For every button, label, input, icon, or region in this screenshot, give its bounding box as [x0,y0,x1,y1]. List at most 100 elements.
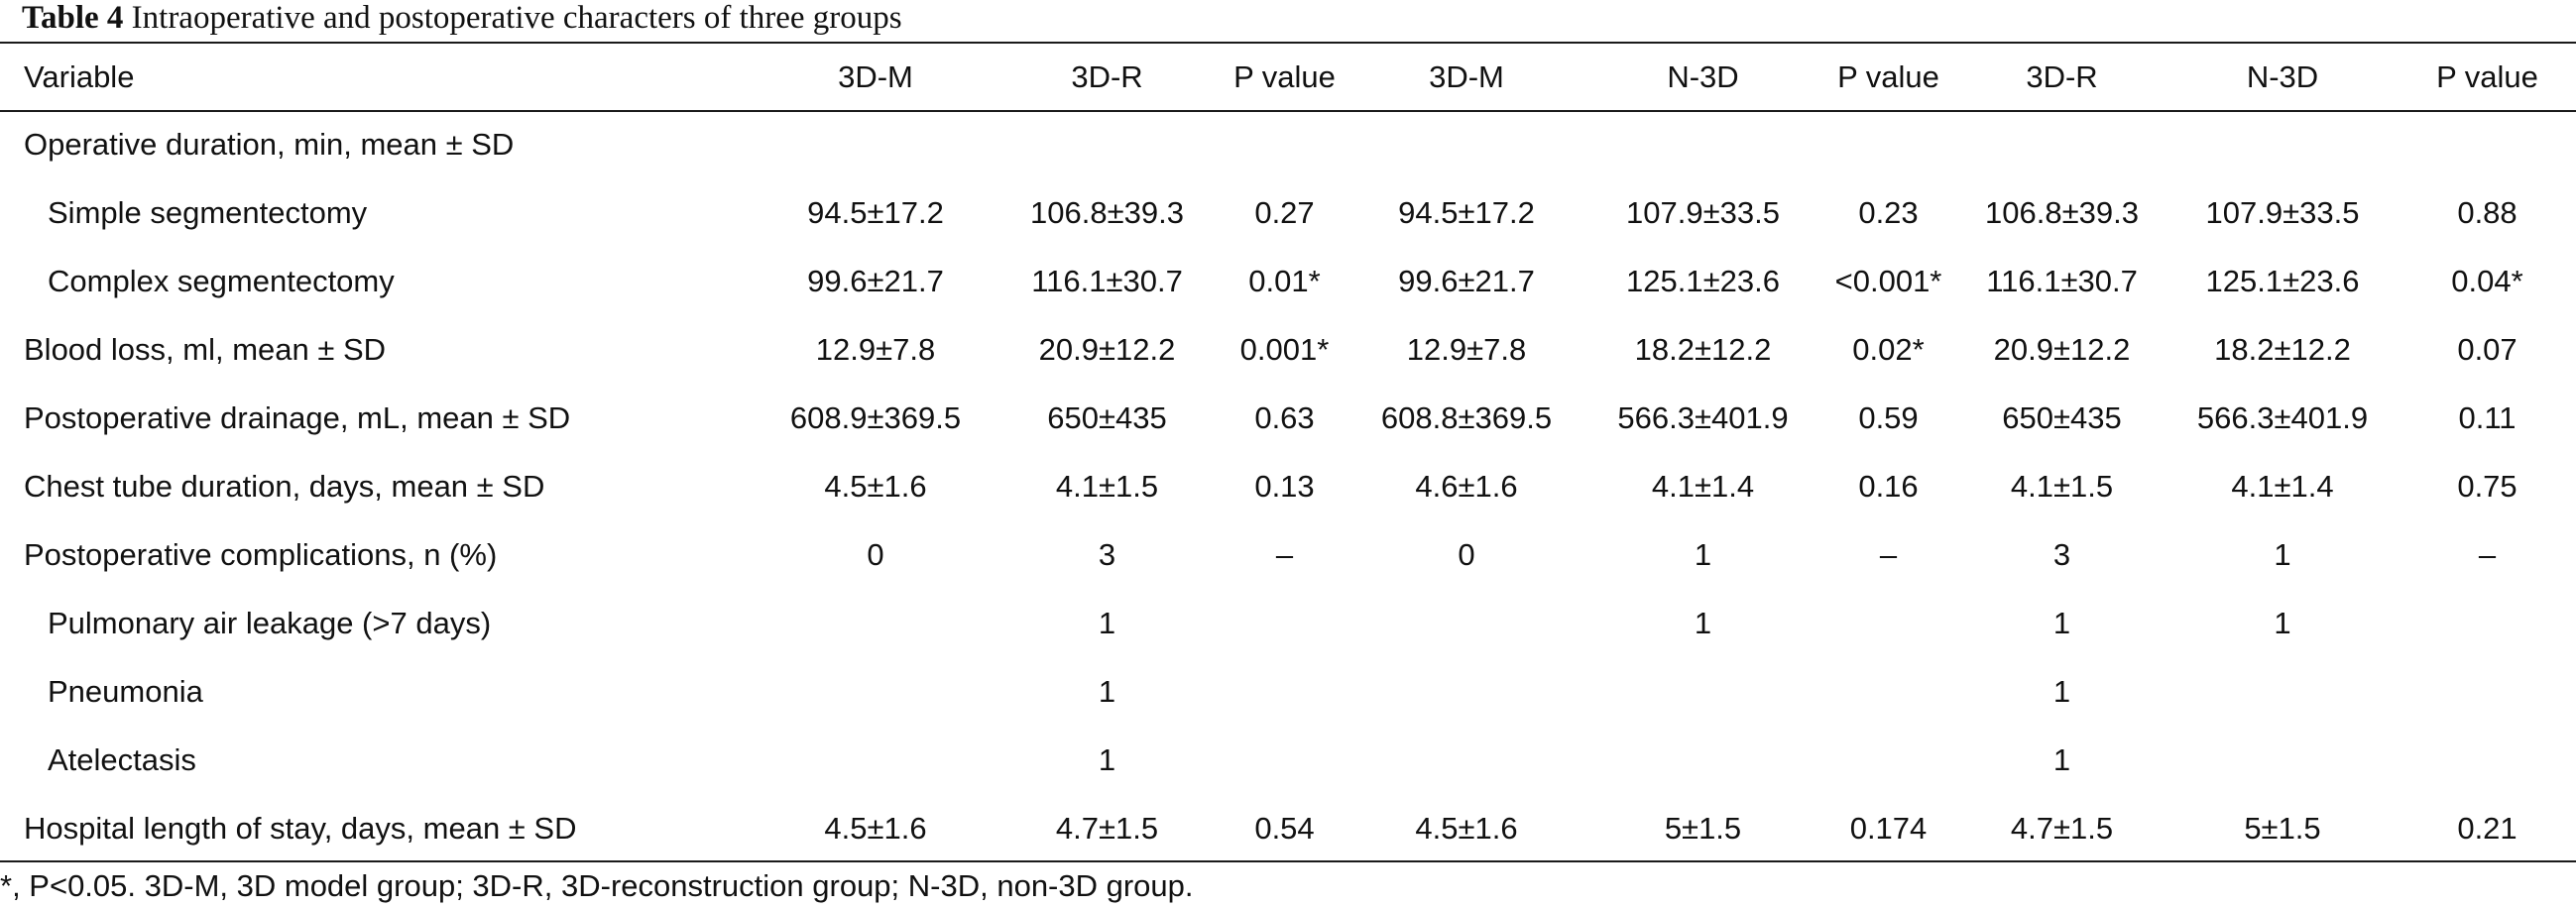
table-cell: 116.1±30.7 [1986,263,2138,298]
row-label: Pneumonia [48,673,203,709]
table-cell: 125.1±23.6 [1626,263,1780,298]
table-cell: 99.6±21.7 [1398,263,1535,298]
table-cell: 107.9±33.5 [2205,194,2360,230]
table-cell: 1 [1098,673,1116,709]
table-row: Atelectasis 1 1 [0,726,2576,794]
table-cell: 4.7±1.5 [2010,810,2114,846]
table-cell: 4.5±1.6 [1415,810,1518,846]
table-cell: 4.1±1.4 [1651,468,1755,504]
table-body: Operative duration, min, mean ± SD Simple… [0,110,2576,862]
column-header: P value [1233,58,1336,94]
table-cell: 0.07 [2457,331,2517,367]
row-label: Pulmonary air leakage (>7 days) [48,605,492,640]
table-top-rule [0,42,2576,44]
table-cell: 4.5±1.6 [824,468,927,504]
table-row: Postoperative complications, n (%) 0 3 – 0 1 –… [0,520,2576,589]
column-header: P value [1837,58,1939,94]
table-cell [1223,726,1347,794]
table-cell: 4.1±1.5 [1055,468,1159,504]
table-cell: 1 [1098,741,1116,777]
table-cell [2399,110,2576,178]
table-cell: 650±435 [1047,399,1167,435]
table-cell [1586,657,1819,726]
table-cell: 566.3±401.9 [2196,399,2369,435]
table-cell: 12.9±7.8 [815,331,936,367]
table-cell: 566.3±401.9 [1617,399,1789,435]
header-row: Variable 3D-M 3D-R P value 3D-M N-3D P v… [0,44,2576,110]
table-cell: 0.23 [1858,194,1919,230]
row-label: Postoperative drainage, mL, mean ± SD [24,399,571,435]
table-cell: 1 [2052,673,2071,709]
column-header: P value [2436,58,2538,94]
table-cell: 608.8±369.5 [1380,399,1553,435]
table-caption-text: Intraoperative and postoperative charact… [123,0,902,36]
table-cell: 4.1±1.4 [2231,468,2334,504]
row-label: Blood loss, ml, mean ± SD [24,331,387,367]
row-label: Operative duration, min, mean ± SD [24,126,515,162]
table-cell [1819,110,1957,178]
row-label: Postoperative complications, n (%) [24,536,498,572]
table-cell [1347,589,1586,657]
table-cell: 0.11 [2458,399,2517,435]
table-cell: 4.1±1.5 [2010,468,2114,504]
table-row: Postoperative drainage, mL, mean ± SD 608… [0,384,2576,452]
table-cell: 94.5±17.2 [807,194,944,230]
table-cell [1586,110,1819,178]
column-header: N-3D [2246,58,2319,94]
table-cell: 0.75 [2457,468,2517,504]
table-row: Pulmonary air leakage (>7 days) 1 1 1 1 [0,589,2576,657]
table-cell: 5±1.5 [2244,810,2321,846]
table-header-rule [0,110,2576,112]
row-label: Hospital length of stay, days, mean ± SD [24,810,577,846]
table-cell: 0.01* [1248,263,1321,298]
table-cell [2399,726,2576,794]
table-cell: 0.88 [2457,194,2517,230]
table-cell [1586,726,1819,794]
table-cell: 20.9±12.2 [1993,331,2131,367]
table-cell: 0.16 [1858,468,1919,504]
table-cell: 5±1.5 [1664,810,1742,846]
table-cell: 608.9±369.5 [789,399,962,435]
table-cell: 0.174 [1849,810,1928,846]
table-cell [1223,657,1347,726]
table-cell [760,657,992,726]
table-cell [2166,657,2399,726]
table-cell [2166,110,2399,178]
table-row: Blood loss, ml, mean ± SD 12.9±7.8 20.9±12… [0,315,2576,384]
table-cell: 0.04* [2451,263,2523,298]
table-cell: – [1879,536,1898,572]
table-caption-label: Table 4 [22,0,124,36]
table-cell: 0.001* [1239,331,1330,367]
table-cell [1223,589,1347,657]
table-cell: 3 [2052,536,2071,572]
table-cell [992,110,1223,178]
table-cell: 106.8±39.3 [1985,194,2139,230]
table-cell [760,110,992,178]
table-cell: 3 [1098,536,1116,572]
column-header: 3D-M [838,58,913,94]
table-cell: 4.6±1.6 [1415,468,1518,504]
table-caption: Table 4 Intraoperative and postoperative… [22,0,902,42]
column-header: N-3D [1667,58,1739,94]
table-cell [1819,657,1957,726]
table-cell: 20.9±12.2 [1038,331,1176,367]
table-cell [1819,726,1957,794]
table-cell: 18.2±12.2 [2214,331,2351,367]
table-bottom-rule [0,860,2576,862]
table-cell: 1 [2274,536,2291,572]
table-cell: 94.5±17.2 [1398,194,1535,230]
table-cell [1347,657,1586,726]
table-footnote: *, P<0.05. 3D-M, 3D model group; 3D-R, 3… [0,868,1194,903]
table-cell: 0.63 [1254,399,1315,435]
table-row: Operative duration, min, mean ± SD [0,110,2576,178]
table-cell: 125.1±23.6 [2205,263,2360,298]
column-header: 3D-R [2026,58,2098,94]
table-cell: 0.59 [1858,399,1919,435]
row-label: Atelectasis [48,741,196,777]
column-header: 3D-M [1429,58,1504,94]
table-cell: – [2478,536,2497,572]
table-cell: 12.9±7.8 [1406,331,1527,367]
table-cell: 1 [1694,605,1712,640]
table-cell: 1 [1694,536,1712,572]
table-cell: 4.7±1.5 [1055,810,1159,846]
